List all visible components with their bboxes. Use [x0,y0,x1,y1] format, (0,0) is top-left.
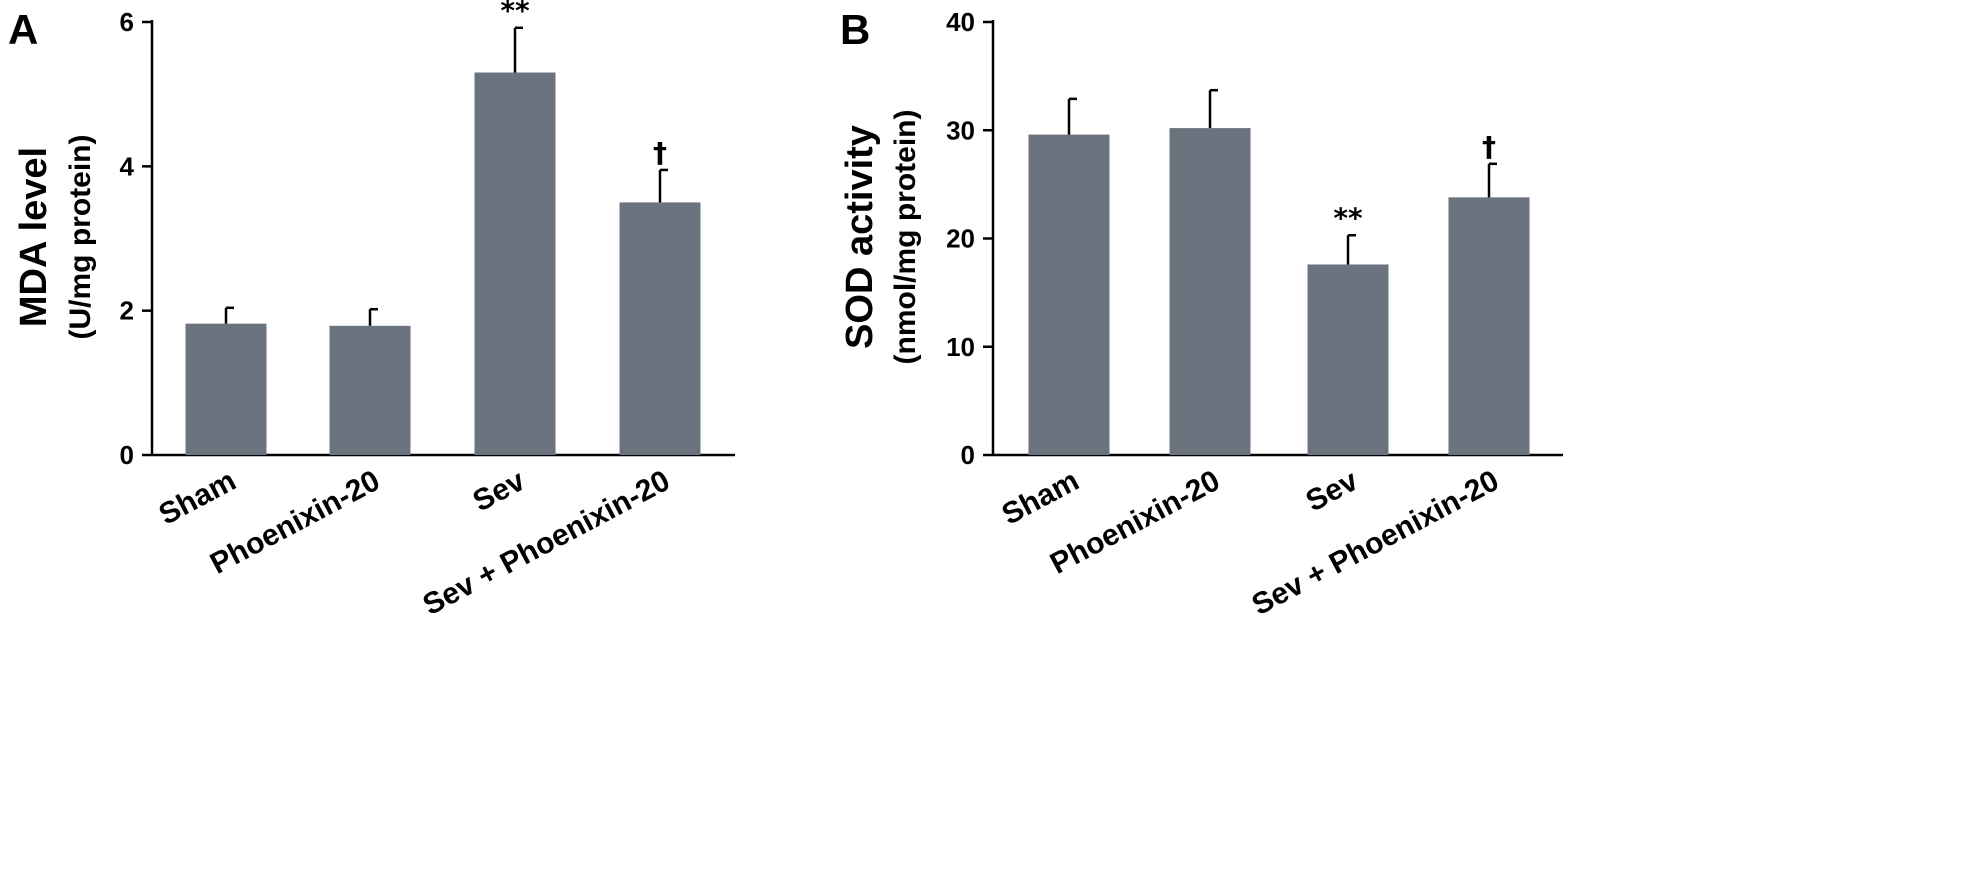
significance-marker: † [1482,130,1496,163]
bar [619,202,701,455]
y-tick-label: 6 [120,7,134,37]
x-category-label: Sham [154,464,242,531]
y-tick-label: 10 [946,332,975,362]
bar [185,323,267,455]
bar [1448,197,1530,456]
panel-a-label: A [8,6,38,53]
panel-b-ylabel-line2: (nmol/mg protein) [889,110,922,365]
bar [1028,134,1110,455]
y-tick-label: 4 [120,151,135,181]
y-tick-label: 2 [120,296,134,326]
significance-marker: † [653,136,667,169]
significance-marker: ** [1333,201,1363,234]
panel-b: B SOD activity (nmol/mg protein) 0 10 20 30… [839,6,1563,622]
panel-a: A MDA level (U/mg protein) 0246ShamPhoen… [8,0,735,622]
x-category-label: Sev [468,464,531,518]
bar [1307,264,1389,455]
y-tick-label: 0 [961,440,975,470]
panel-a-ylabel-line1: MDA level [13,147,55,327]
bar [329,325,411,455]
x-category-label: Sev + Phoenixin-20 [418,464,676,622]
significance-marker: ** [500,0,530,27]
y-tick-label: 40 [946,7,975,37]
x-category-label: Sev [1301,464,1364,518]
bar [1169,128,1251,455]
x-category-label: Sev + Phoenixin-20 [1247,464,1505,622]
y-tick-label: 30 [946,115,975,145]
x-category-label: Sham [997,464,1085,531]
y-tick-label: 20 [946,224,975,254]
panel-b-ylabel-line1: SOD activity [839,125,881,349]
panel-b-label: B [840,6,870,53]
bar [474,72,556,456]
panel-a-ylabel-line2: (U/mg protein) [64,135,97,340]
y-tick-label: 0 [120,440,134,470]
